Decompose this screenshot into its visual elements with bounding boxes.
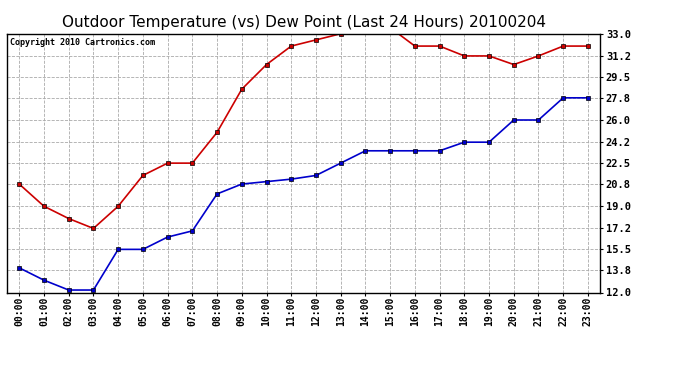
Text: Copyright 2010 Cartronics.com: Copyright 2010 Cartronics.com [10, 38, 155, 46]
Text: Outdoor Temperature (vs) Dew Point (Last 24 Hours) 20100204: Outdoor Temperature (vs) Dew Point (Last… [61, 15, 546, 30]
